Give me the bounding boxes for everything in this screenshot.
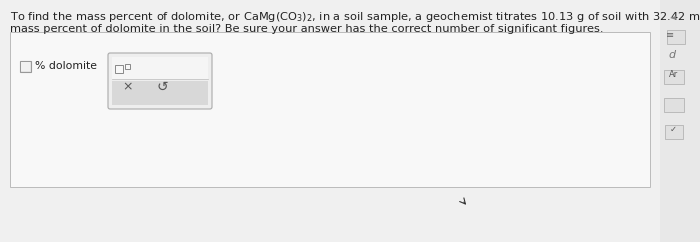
Bar xyxy=(21,62,30,71)
Bar xyxy=(667,30,685,44)
Text: Ar: Ar xyxy=(669,70,678,79)
Bar xyxy=(665,125,683,139)
Bar xyxy=(125,64,130,69)
Bar xyxy=(664,98,684,112)
Text: ≡: ≡ xyxy=(666,30,674,40)
Bar xyxy=(664,70,684,84)
Bar xyxy=(112,81,208,105)
Bar xyxy=(112,57,208,79)
Bar xyxy=(115,65,123,73)
Text: To find the mass percent of dolomite, or CaMg$\mathregular{(CO_3)_2}$, in a soil: To find the mass percent of dolomite, or… xyxy=(10,10,700,24)
Text: ✓: ✓ xyxy=(670,125,677,134)
Text: ↺: ↺ xyxy=(156,80,168,94)
Text: ×: × xyxy=(122,81,133,93)
FancyBboxPatch shape xyxy=(108,53,212,109)
Text: d: d xyxy=(668,50,675,60)
Text: mass percent of dolomite in the soil? Be sure your answer has the correct number: mass percent of dolomite in the soil? Be… xyxy=(10,24,603,34)
Text: % dolomite: % dolomite xyxy=(35,61,97,71)
Bar xyxy=(20,61,31,72)
Text: ◄: ◄ xyxy=(670,12,676,21)
Bar xyxy=(10,32,650,187)
Bar xyxy=(660,0,700,242)
